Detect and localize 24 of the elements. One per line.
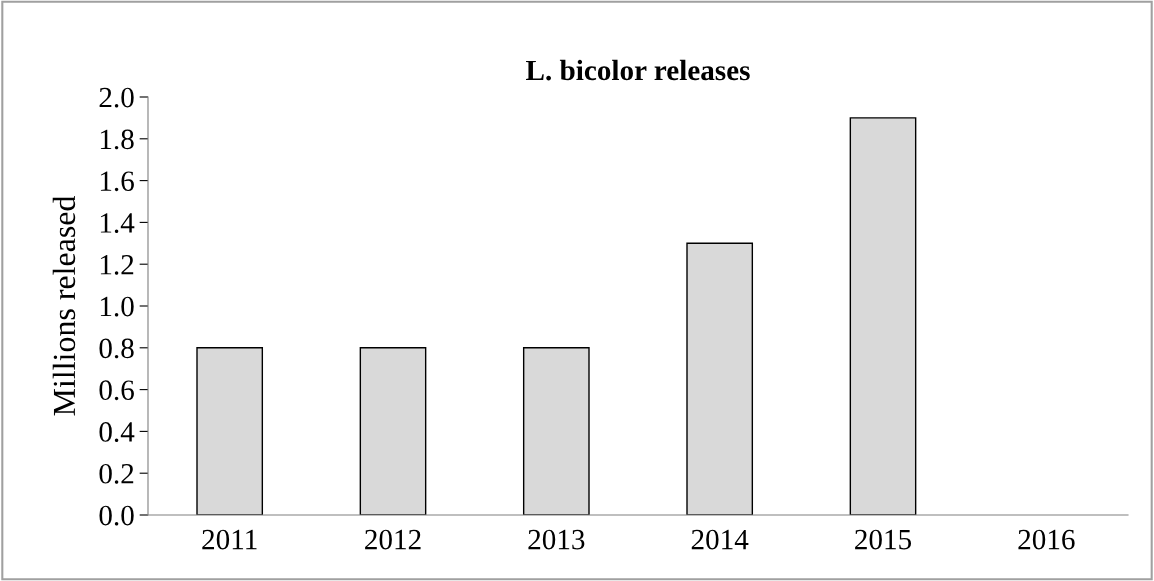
y-tick-label: 1.2 <box>100 255 134 275</box>
x-tick-label: 2013 <box>528 529 585 550</box>
y-tick-label: 0.8 <box>99 338 134 359</box>
bar <box>522 347 590 515</box>
x-tick-label: 2012 <box>365 529 421 550</box>
x-tick-label: 2011 <box>202 529 257 550</box>
x-tick-label: 2015 <box>855 529 912 550</box>
y-tick-label: 1.6 <box>100 171 134 192</box>
y-tick-label: 1.8 <box>100 129 134 150</box>
y-axis-title: Millions released <box>52 195 76 416</box>
y-tick-label: 0.6 <box>99 380 134 401</box>
y-tick-label: 1.0 <box>100 296 134 317</box>
y-tick-label: 1.4 <box>100 213 135 233</box>
bar <box>196 347 264 515</box>
y-tick-label: 2.0 <box>99 87 134 108</box>
x-tick-label: 2014 <box>691 529 749 550</box>
bar <box>359 347 427 515</box>
y-tick-label: 0.0 <box>99 505 134 526</box>
x-tick-label: 2016 <box>1018 529 1075 550</box>
y-tick-label: 0.4 <box>99 422 135 442</box>
y-tick-label: 0.2 <box>99 463 134 484</box>
chart-title: L. bicolor releases <box>526 59 750 81</box>
bar <box>849 117 917 515</box>
bar <box>686 242 754 515</box>
